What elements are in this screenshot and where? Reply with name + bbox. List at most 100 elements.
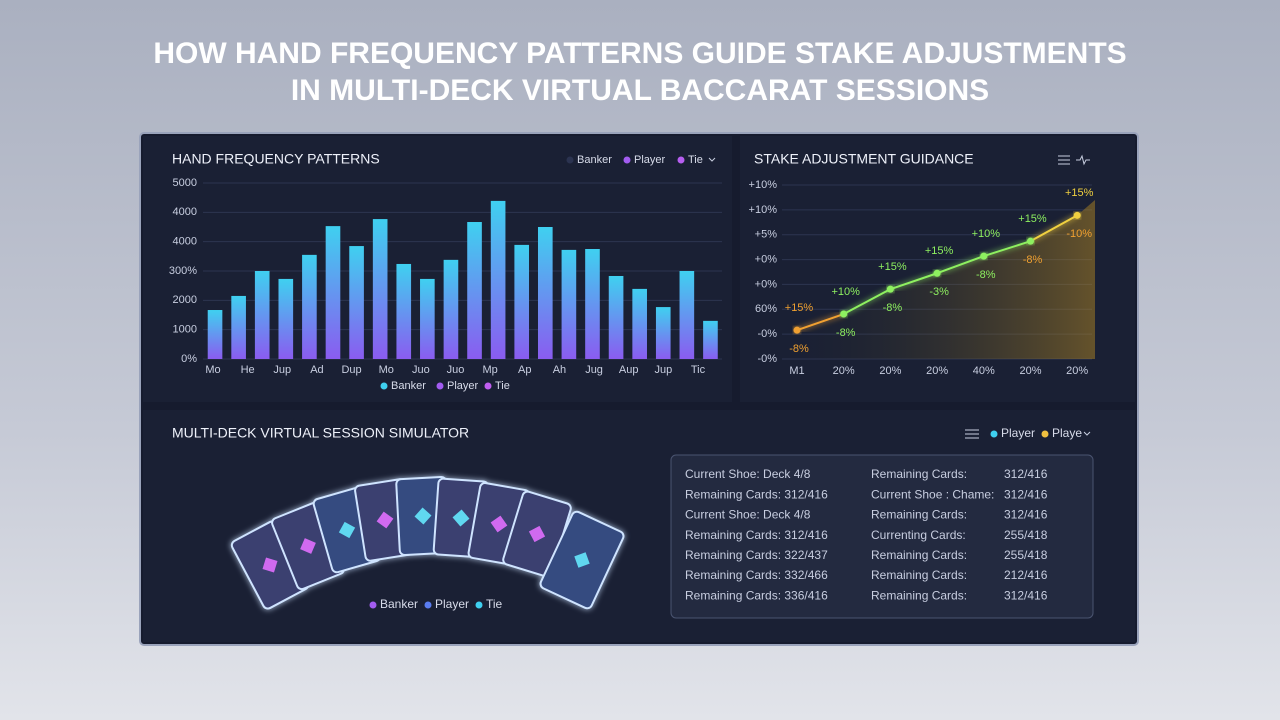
card-fan xyxy=(230,475,625,610)
table-cell: 212/416 xyxy=(1004,568,1048,582)
info-box xyxy=(670,454,1094,619)
line-segment xyxy=(890,272,938,291)
panel-title: HAND FREQUENCY PATTERNS xyxy=(172,151,380,167)
table-cell: 255/418 xyxy=(1004,548,1048,562)
point-label: -8% xyxy=(883,302,903,314)
table-cell: Currenting Cards: xyxy=(871,528,966,542)
x-tick-label: Jup xyxy=(273,364,291,376)
card-pip xyxy=(574,552,590,568)
legend-dot xyxy=(990,430,998,438)
y-tick-label: +10% xyxy=(749,179,778,191)
point-label: -10% xyxy=(1066,228,1092,240)
x-tick-label: Dup xyxy=(341,364,361,376)
legend-dot xyxy=(623,156,631,164)
point-label: +15% xyxy=(878,261,907,273)
table-cell: 312/416 xyxy=(1004,467,1048,481)
legend-dot xyxy=(566,156,574,164)
card-pip xyxy=(338,521,356,539)
panel xyxy=(143,136,732,402)
table-cell: Current Shoe: Deck 4/8 xyxy=(685,467,811,481)
bar xyxy=(679,271,695,359)
table-cell: Remaining Cards: 332/466 xyxy=(685,568,828,582)
table-cell: Current Shoe : Chame: xyxy=(871,487,994,501)
y-tick-label: +10% xyxy=(749,204,778,216)
y-tick-label: 1000 xyxy=(173,324,197,336)
x-tick-label: Mo xyxy=(205,364,220,376)
bar xyxy=(655,307,671,359)
y-tick-label: -0% xyxy=(757,328,777,340)
bar xyxy=(632,288,647,359)
point-label: -8% xyxy=(789,343,809,355)
legend-dot xyxy=(475,601,483,609)
point xyxy=(980,252,988,260)
bar xyxy=(443,259,459,359)
table-cell: 312/416 xyxy=(1004,588,1048,602)
bar xyxy=(467,222,482,359)
panel-title: MULTI-DECK VIRTUAL SESSION SIMULATOR xyxy=(172,425,469,441)
line-segment xyxy=(983,240,1031,258)
bar xyxy=(207,310,223,359)
dropdown-icon xyxy=(708,157,716,162)
legend-label: Banker xyxy=(391,380,426,392)
point xyxy=(933,269,941,277)
bar xyxy=(254,271,270,359)
x-tick-label: Ad xyxy=(310,364,323,376)
card-pip xyxy=(414,507,432,525)
legend-dot xyxy=(380,382,388,390)
bar xyxy=(537,227,553,359)
table-cell: Remaining Cards: 312/416 xyxy=(685,487,828,501)
icon xyxy=(1058,154,1090,166)
y-tick-label: +0% xyxy=(755,253,778,265)
point xyxy=(1027,237,1034,245)
point-label: -3% xyxy=(929,286,949,298)
icon xyxy=(965,429,979,439)
x-tick-label: 20% xyxy=(879,365,901,377)
x-tick-label: Jug xyxy=(585,364,603,376)
table-cell: 255/418 xyxy=(1004,528,1048,542)
bar xyxy=(514,244,530,359)
card-pip xyxy=(528,525,546,543)
legend-label: Player xyxy=(634,154,666,166)
card-pip xyxy=(262,557,278,573)
x-tick-label: Juo xyxy=(447,364,465,376)
bar xyxy=(349,246,364,359)
y-tick-label: 60% xyxy=(755,303,777,315)
y-tick-label: +5% xyxy=(755,229,778,241)
legend-label: Player xyxy=(435,597,469,611)
point xyxy=(840,310,848,318)
table-cell: 312/416 xyxy=(1004,487,1048,501)
bar xyxy=(278,278,294,359)
legend-dot xyxy=(369,601,377,609)
table-cell: Remaining Cards: xyxy=(871,568,967,582)
line-segment xyxy=(936,255,985,275)
x-tick-label: 20% xyxy=(926,365,948,377)
bar xyxy=(231,295,246,359)
line-segment xyxy=(796,313,845,332)
title: IN MULTI-DECK VIRTUAL BACCARAT SESSIONS xyxy=(291,74,989,107)
legend-dot xyxy=(424,601,432,609)
title: HOW HAND FREQUENCY PATTERNS GUIDE STAKE … xyxy=(153,37,1126,70)
card-pip xyxy=(300,538,316,554)
table-cell: Remaining Cards: xyxy=(871,467,967,481)
legend-label: Tie xyxy=(495,380,510,392)
panel-title: STAKE ADJUSTMENT GUIDANCE xyxy=(754,151,974,167)
legend-label: Banker xyxy=(577,154,612,166)
dropdown-icon xyxy=(1083,431,1091,436)
table-cell: Remaining Cards: xyxy=(871,548,967,562)
point-label: +10% xyxy=(972,228,1001,240)
x-tick-label: Aup xyxy=(619,364,639,376)
x-tick-label: 20% xyxy=(1066,365,1088,377)
point-label: -8% xyxy=(1023,254,1043,266)
y-tick-label: 300% xyxy=(169,265,197,277)
x-tick-label: Ah xyxy=(553,364,566,376)
y-tick-label: -0% xyxy=(757,353,777,365)
table-cell: Remaining Cards: 312/416 xyxy=(685,528,828,542)
bar xyxy=(608,275,624,359)
x-tick-label: 40% xyxy=(973,365,995,377)
legend-label: Player xyxy=(447,380,479,392)
y-tick-label: 2000 xyxy=(173,294,197,306)
y-tick-label: +0% xyxy=(755,278,778,290)
y-tick-label: 4000 xyxy=(173,236,197,248)
card-pip xyxy=(490,515,508,533)
